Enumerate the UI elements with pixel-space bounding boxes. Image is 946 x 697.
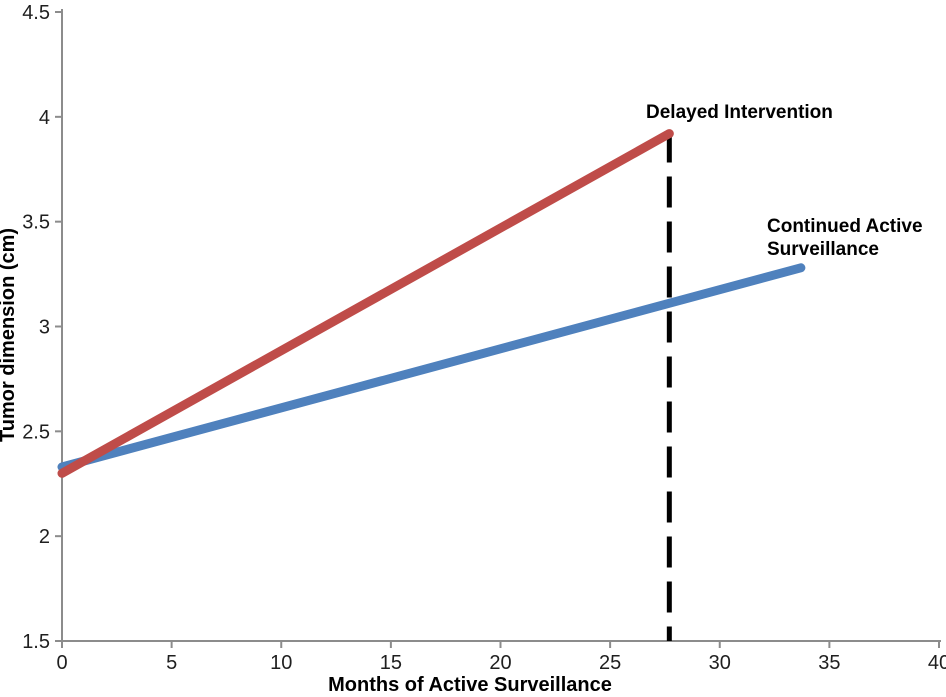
x-tick-label-5: 5 bbox=[166, 652, 177, 674]
y-axis-title: Tumor dimension (cm) bbox=[0, 227, 19, 442]
y-tick-label-3.5: 3.5 bbox=[22, 212, 50, 234]
x-tick-label-35: 35 bbox=[818, 652, 840, 674]
x-tick-label-15: 15 bbox=[380, 652, 402, 674]
series-label-continued-active-surveillance: Continued Active Surveillance bbox=[767, 215, 923, 261]
series-label-delayed-intervention: Delayed Intervention bbox=[646, 102, 833, 123]
series-label-line-2: Surveillance bbox=[767, 239, 879, 260]
y-tick-label-4: 4 bbox=[39, 107, 50, 129]
y-tick-label-4.5: 4.5 bbox=[22, 2, 50, 24]
series-label-line-1: Continued Active bbox=[767, 216, 923, 237]
x-axis-title: Months of Active Surveillance bbox=[328, 674, 612, 696]
series-line-delayed-intervention bbox=[57, 129, 674, 478]
y-tick-label-2.5: 2.5 bbox=[22, 421, 50, 443]
x-tick-label-0: 0 bbox=[56, 652, 67, 674]
x-tick-label-20: 20 bbox=[489, 652, 511, 674]
x-tick-label-25: 25 bbox=[599, 652, 621, 674]
y-tick-label-2: 2 bbox=[39, 526, 50, 548]
x-tick-label-10: 10 bbox=[270, 652, 292, 674]
x-tick-label-30: 30 bbox=[709, 652, 731, 674]
x-tick-label-40: 40 bbox=[928, 652, 946, 674]
y-tick-label-1.5: 1.5 bbox=[22, 631, 50, 653]
y-tick-label-3: 3 bbox=[39, 317, 50, 339]
series-line-continued-active-surveillance bbox=[57, 263, 806, 472]
